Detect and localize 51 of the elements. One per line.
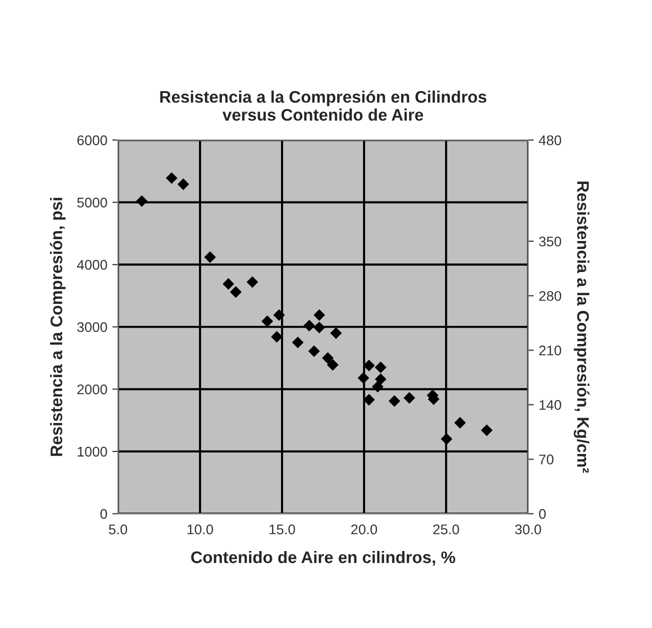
y2-tick-label: 140 [540, 400, 562, 410]
y-axis-title: Resistencia a la Compresión, psi [50, 198, 66, 456]
y-tick-label: 0 [100, 509, 108, 519]
y2-axis-title: Resistencia a la Compresión, Kg/cm² [574, 182, 590, 473]
y-tick-label: 5000 [77, 198, 108, 208]
y-tick-label: 3000 [77, 322, 108, 332]
point [304, 320, 315, 332]
point [388, 395, 400, 407]
point [262, 316, 273, 327]
x-tick-label: 20.0 [351, 524, 378, 534]
y-tick-label: 6000 [77, 135, 108, 146]
point [314, 309, 325, 321]
y-tick-label: 4000 [77, 260, 108, 270]
x-tick-label: 25.0 [433, 524, 460, 534]
point [204, 251, 216, 263]
point [246, 276, 258, 288]
x-tick-label: 5.0 [108, 524, 128, 534]
point [178, 178, 189, 190]
point [308, 345, 320, 357]
point [271, 331, 282, 343]
chart-title: Resistencia a la Compresión en Cilindros versus Contenido de Aire [160, 90, 486, 121]
point [327, 359, 338, 371]
x-tick-label: 30.0 [515, 524, 542, 534]
x-axis-title: Contenido de Aire en cilindros, % [191, 550, 456, 566]
y2-tick-label: 0 [539, 509, 546, 519]
point [440, 433, 452, 445]
point [292, 336, 304, 348]
point [404, 392, 416, 404]
point [273, 309, 285, 321]
y-tick-label: 2000 [77, 384, 108, 394]
y2-tick-label: 350 [539, 236, 562, 246]
y-tick-label: 1000 [78, 446, 108, 457]
y2-tick-label: 280 [539, 291, 562, 301]
y2-tick-label: 70 [539, 454, 554, 464]
point [330, 327, 342, 339]
point [136, 195, 148, 207]
point [454, 417, 466, 428]
point [230, 286, 242, 298]
point [358, 372, 370, 384]
point [372, 380, 384, 392]
point [322, 352, 334, 364]
point [222, 278, 234, 290]
point [374, 374, 386, 385]
x-tick-label: 10.0 [188, 524, 214, 534]
point [481, 424, 492, 436]
y2-tick-label: 210 [539, 346, 562, 356]
x-tick-label: 15.0 [270, 524, 296, 534]
point [314, 322, 325, 334]
point [374, 362, 386, 374]
y2-tick-label: 480 [538, 135, 562, 146]
point [166, 172, 178, 184]
